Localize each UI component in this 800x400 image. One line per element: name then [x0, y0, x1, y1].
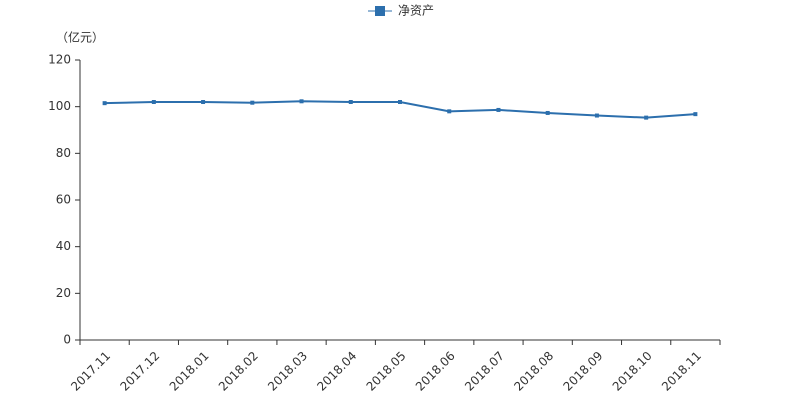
point: [644, 115, 649, 120]
point: [447, 109, 452, 114]
x-tick-label: 2018.03: [265, 349, 310, 394]
point: [348, 100, 353, 104]
x-tick-label: 2018.01: [167, 349, 212, 394]
point: [102, 101, 107, 106]
x-tick-label: 2017.11: [68, 349, 113, 394]
x-tick-label: 2018.04: [314, 349, 359, 394]
point: [151, 100, 156, 104]
x-tick-label: 2018.05: [364, 349, 409, 394]
legend-marker: [375, 6, 385, 16]
point: [496, 107, 501, 112]
y-tick-label: 40: [56, 239, 71, 253]
x-tick-label: 2018.09: [561, 349, 606, 394]
x-tick-label: 2018.06: [413, 349, 458, 394]
point: [693, 112, 698, 117]
y-axis-unit: （亿元）: [56, 30, 104, 45]
x-tick-label: 2018.10: [610, 349, 655, 394]
x-tick-label: 2018.02: [216, 349, 261, 394]
y-tick-label: 80: [56, 146, 71, 160]
y-tick-label: 100: [48, 99, 71, 113]
x-tick-label: 2017.12: [117, 349, 162, 394]
point: [398, 100, 402, 104]
y-tick-label: 0: [63, 333, 71, 347]
y-tick-label: 20: [56, 286, 71, 300]
x-tick-label: 2018.11: [659, 349, 704, 394]
point: [299, 99, 304, 104]
legend-label: 净资产: [398, 4, 434, 18]
point: [545, 110, 550, 115]
x-tick-label: 2018.08: [511, 349, 556, 394]
point: [201, 100, 206, 104]
y-tick-label: 60: [56, 193, 71, 207]
x-tick-label: 2018.07: [462, 349, 507, 394]
y-tick-label: 120: [48, 53, 71, 67]
point: [594, 113, 599, 118]
point: [250, 100, 255, 105]
